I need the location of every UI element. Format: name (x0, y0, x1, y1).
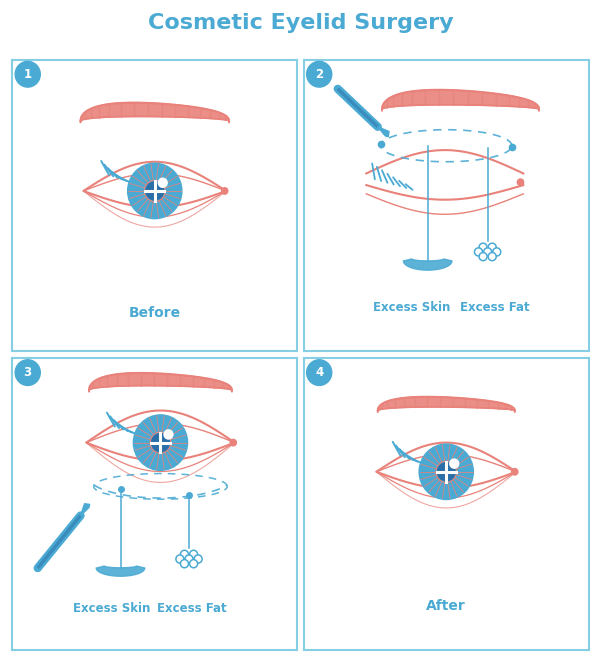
Text: 1: 1 (23, 68, 32, 81)
Circle shape (511, 469, 518, 475)
Circle shape (157, 178, 168, 188)
Polygon shape (378, 397, 514, 412)
Circle shape (230, 440, 236, 446)
Text: Excess Skin: Excess Skin (73, 603, 151, 615)
Circle shape (307, 360, 332, 385)
Circle shape (145, 181, 164, 201)
Circle shape (163, 429, 174, 440)
Text: Excess Fat: Excess Fat (460, 301, 529, 314)
Polygon shape (87, 410, 235, 461)
Polygon shape (89, 373, 232, 392)
Circle shape (15, 360, 40, 385)
Text: Excess Skin: Excess Skin (373, 301, 451, 314)
Circle shape (488, 243, 496, 251)
Polygon shape (96, 566, 145, 576)
Circle shape (222, 188, 228, 194)
Circle shape (15, 62, 40, 87)
Circle shape (144, 180, 165, 202)
Circle shape (488, 253, 496, 261)
Polygon shape (403, 259, 452, 270)
Polygon shape (81, 504, 90, 516)
Text: 4: 4 (315, 366, 323, 379)
Circle shape (133, 415, 188, 470)
Circle shape (189, 550, 198, 558)
Circle shape (185, 555, 193, 563)
Circle shape (194, 555, 202, 563)
Circle shape (189, 560, 198, 568)
Circle shape (180, 550, 189, 558)
Polygon shape (84, 162, 226, 208)
Circle shape (517, 179, 523, 186)
Circle shape (419, 444, 474, 499)
Polygon shape (378, 127, 389, 137)
Circle shape (150, 432, 171, 453)
Circle shape (449, 458, 459, 469)
Circle shape (475, 248, 483, 256)
Text: 3: 3 (23, 366, 32, 379)
Text: Before: Before (129, 306, 181, 320)
Text: Cosmetic Eyelid Surgery: Cosmetic Eyelid Surgery (148, 13, 453, 33)
Circle shape (180, 560, 189, 568)
Polygon shape (81, 103, 229, 123)
Circle shape (437, 462, 456, 481)
Text: Excess Fat: Excess Fat (157, 603, 227, 615)
Circle shape (479, 243, 487, 251)
Polygon shape (376, 443, 516, 488)
Text: After: After (426, 599, 466, 613)
Circle shape (493, 248, 501, 256)
Circle shape (127, 163, 182, 219)
Text: 2: 2 (315, 68, 323, 81)
Polygon shape (382, 90, 539, 111)
Circle shape (479, 253, 487, 261)
Circle shape (484, 248, 492, 256)
Circle shape (307, 62, 332, 87)
Circle shape (176, 555, 184, 563)
Circle shape (151, 433, 170, 452)
Circle shape (436, 461, 457, 482)
